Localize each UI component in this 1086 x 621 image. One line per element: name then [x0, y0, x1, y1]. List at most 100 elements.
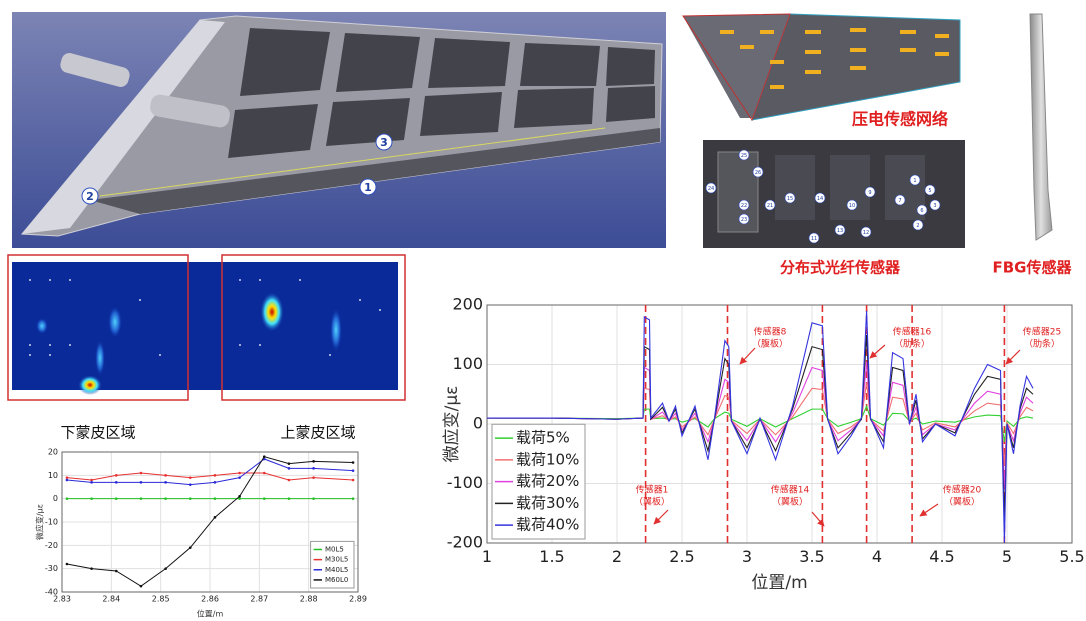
annotation-arrow — [919, 503, 939, 517]
wing-model — [12, 12, 666, 248]
point — [262, 497, 266, 500]
point — [114, 497, 118, 500]
y-tick-label: -10 — [45, 518, 58, 527]
point — [65, 562, 69, 566]
region-label: 上蒙皮区域 — [280, 424, 355, 442]
x-tick-label: 2.88 — [300, 595, 318, 604]
x-tick-label: 1.5 — [539, 547, 564, 566]
fiber-point-label: 11 — [811, 236, 817, 242]
plot-frame — [61, 451, 359, 593]
fiber-point — [738, 199, 750, 211]
fiber-point — [764, 199, 776, 211]
fiber-point — [864, 186, 876, 198]
point — [351, 461, 355, 464]
series-line — [66, 458, 354, 486]
point — [312, 476, 315, 479]
caption: FBG传感器 — [993, 259, 1073, 277]
fiber-point — [738, 149, 750, 161]
point — [312, 467, 315, 470]
x-axis-label: 位置/m — [751, 573, 807, 593]
legend-label: 载荷20% — [516, 472, 579, 490]
piezo-network — [682, 13, 961, 122]
point — [287, 462, 291, 465]
point — [287, 478, 291, 482]
wing-label: 2 — [86, 190, 94, 203]
point — [114, 569, 118, 573]
fiber-point-label: 22 — [741, 203, 747, 209]
caption: 压电传感网络 — [852, 110, 948, 129]
point — [90, 481, 93, 484]
point — [213, 474, 217, 477]
x-tick-label: 2.87 — [250, 595, 268, 604]
legend-label: 载荷30% — [516, 494, 579, 512]
point — [139, 584, 143, 588]
point — [287, 497, 291, 500]
point — [262, 455, 266, 458]
fiber-point-label: 6 — [920, 208, 923, 214]
fiber-point-label: 7 — [898, 198, 901, 204]
point — [164, 481, 167, 484]
fiber-point-label: 26 — [755, 170, 761, 176]
fiber-point-label: 3 — [933, 203, 936, 209]
fiber-point-label: 23 — [741, 217, 747, 223]
wing-label: 1 — [364, 181, 372, 194]
point — [188, 497, 192, 500]
y-tick-label: 0 — [473, 414, 483, 433]
point — [287, 467, 291, 470]
legend-label: 载荷10% — [516, 450, 579, 468]
point — [188, 483, 192, 486]
fiber-point — [814, 192, 826, 204]
series-line — [487, 382, 1034, 466]
caption: 分布式光纤传感器 — [780, 259, 901, 277]
series-line — [66, 472, 354, 481]
fiber-point-label: 12 — [863, 230, 869, 236]
point — [90, 497, 93, 500]
annotation-arrow — [869, 344, 886, 359]
plot-frame — [486, 304, 1073, 544]
x-tick-label: 2.83 — [53, 595, 71, 604]
annotation-note: （肋条） — [1024, 338, 1060, 350]
x-tick-label: 5.5 — [1059, 547, 1084, 566]
y-axis-label: 微应变/με — [442, 386, 462, 463]
point — [139, 497, 143, 500]
fiber-point — [834, 224, 846, 236]
point — [164, 497, 167, 500]
annotation: 传感器25 — [1023, 326, 1061, 338]
x-axis-label: 位置/m — [197, 609, 224, 619]
fiber-point — [808, 232, 820, 244]
annotation-arrow — [739, 347, 756, 365]
y-tick-label: -40 — [45, 588, 58, 597]
fiber-point — [846, 199, 858, 211]
fiber-point-label: 10 — [849, 203, 855, 209]
legend-label: M0L5 — [325, 545, 344, 553]
x-tick-label: 2.86 — [201, 595, 219, 604]
series-line — [66, 456, 354, 587]
point — [188, 546, 192, 549]
annotation-arrow — [1005, 349, 1021, 365]
annotation: 传感器14 — [771, 484, 810, 496]
fiber-point-label: 14 — [817, 196, 823, 202]
point — [351, 497, 355, 500]
annotation: 传感器1 — [636, 484, 669, 496]
legend-label: 载荷40% — [516, 516, 579, 534]
legend-label: 载荷5% — [516, 429, 570, 447]
point — [65, 476, 69, 479]
point — [213, 497, 217, 500]
point — [139, 481, 143, 484]
point — [312, 497, 315, 500]
point — [164, 474, 167, 477]
fiber-point-label: 25 — [741, 153, 747, 159]
y-axis-label: 微应变/με — [35, 504, 45, 540]
series-line — [487, 361, 1034, 490]
fiber-point-label: 21 — [767, 203, 773, 209]
legend-label: M40L5 — [325, 566, 348, 574]
annotation: 传感器16 — [893, 326, 932, 338]
fiber-point-label: 24 — [708, 186, 714, 192]
point — [65, 478, 69, 482]
y-tick-label: -20 — [45, 541, 58, 550]
x-tick-label: 2.89 — [349, 595, 367, 604]
fiber-point-label: 13 — [837, 228, 843, 234]
x-tick-label: 4.5 — [929, 547, 954, 566]
